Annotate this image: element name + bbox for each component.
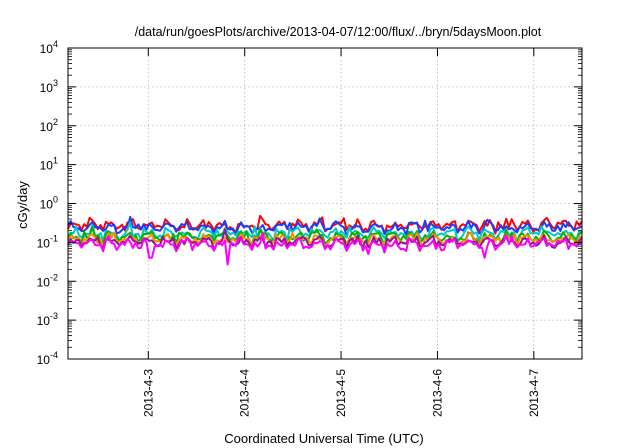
y-tick-exponent: 1 [53,156,58,166]
y-tick-exponent: 2 [53,117,58,127]
x-tick-label: 2013-4-3 [141,369,155,417]
y-tick-exponent: -2 [50,272,58,282]
y-tick-base: 10 [37,236,51,250]
series-line [67,231,583,266]
series-layer [67,214,583,266]
y-tick-label: 10-2 [37,272,58,289]
x-axis-label: Coordinated Universal Time (UTC) [224,431,423,446]
y-tick-base: 10 [37,353,51,367]
y-tick-label: 103 [40,78,58,95]
ticks [68,47,582,360]
y-tick-label: 10-4 [37,350,58,367]
y-tick-label: 10-1 [37,233,58,250]
y-tick-exponent: -4 [50,350,58,360]
grid [68,48,582,359]
chart-title: /data/run/goesPlots/archive/2013-04-07/1… [135,25,542,39]
y-tick-base: 10 [40,81,54,95]
y-tick-exponent: 4 [53,39,58,49]
x-tick-label: 2013-4-6 [430,369,444,417]
y-tick-exponent: 3 [53,78,58,88]
x-tick-label: 2013-4-7 [527,369,541,417]
y-tick-base: 10 [40,159,54,173]
y-tick-base: 10 [37,314,51,328]
y-tick-exponent: -3 [50,311,58,321]
x-tick-label: 2013-4-5 [334,369,348,417]
y-tick-base: 10 [40,120,54,134]
y-tick-label: 100 [40,195,58,212]
y-tick-exponent: -1 [50,233,58,243]
y-tick-exponent: 0 [53,195,58,205]
y-tick-label: 102 [40,117,58,134]
y-tick-base: 10 [40,42,54,56]
y-tick-label: 10-3 [37,311,58,328]
x-tick-label: 2013-4-4 [238,369,252,417]
series-line [67,215,583,237]
y-axis-label: cGy/day [15,181,30,229]
y-tick-label: 104 [40,39,58,56]
y-tick-base: 10 [40,198,54,212]
x-tick-labels: 2013-4-3 2013-4-4 2013-4-5 2013-4-6 2013-4-7 [141,369,541,417]
y-tick-label: 101 [40,156,58,173]
y-tick-base: 10 [37,275,51,289]
